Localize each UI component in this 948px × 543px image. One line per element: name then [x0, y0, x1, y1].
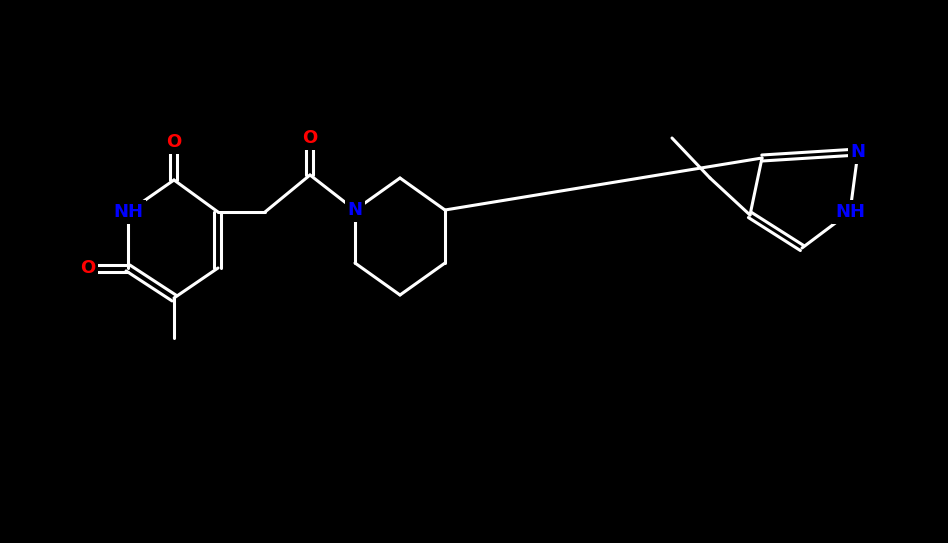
Text: NH: NH: [113, 203, 143, 221]
Text: N: N: [850, 143, 866, 161]
Text: O: O: [302, 129, 318, 147]
Text: N: N: [348, 201, 362, 219]
Text: O: O: [81, 259, 96, 277]
Text: O: O: [167, 133, 182, 151]
Text: NH: NH: [835, 203, 865, 221]
